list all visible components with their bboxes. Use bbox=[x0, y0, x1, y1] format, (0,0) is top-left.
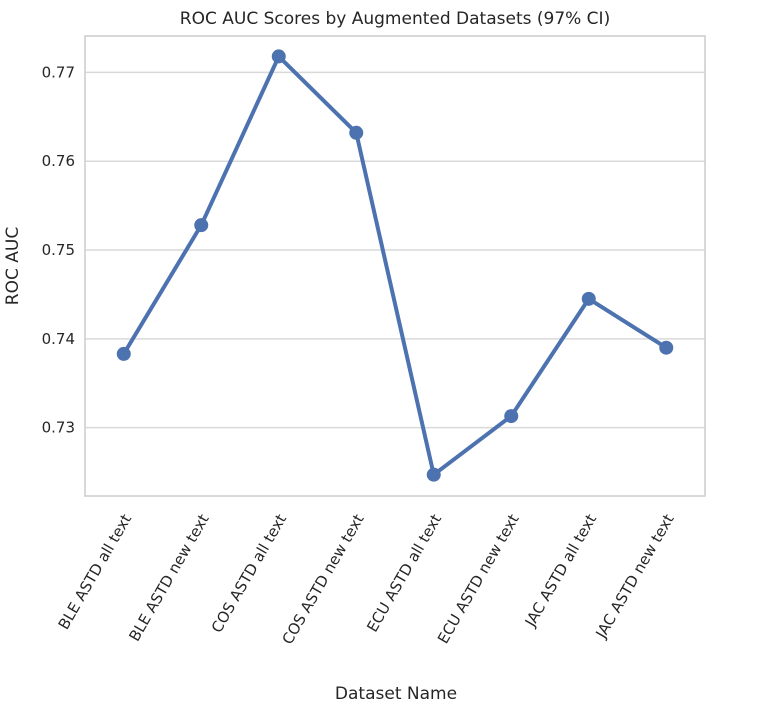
data-point bbox=[194, 218, 209, 233]
chart-title: ROC AUC Scores by Augmented Datasets (97… bbox=[180, 9, 610, 29]
x-tick-label: ECU ASTD new text bbox=[434, 511, 523, 647]
y-tick-label: 0.73 bbox=[42, 419, 75, 437]
series-line bbox=[121, 54, 669, 477]
x-tick-label: COS ASTD new text bbox=[279, 511, 368, 648]
x-tick-label: JAC ASTD all text bbox=[521, 511, 600, 631]
y-tick-label: 0.74 bbox=[42, 330, 75, 348]
x-tick-label: COS ASTD all text bbox=[208, 511, 291, 636]
x-tick-label: JAC ASTD new text bbox=[592, 511, 678, 642]
data-point bbox=[504, 409, 519, 424]
series-line-group bbox=[116, 49, 674, 482]
y-tick-label: 0.76 bbox=[42, 152, 75, 170]
y-tick-label: 0.77 bbox=[42, 63, 75, 81]
data-point bbox=[271, 49, 286, 64]
data-point bbox=[659, 340, 674, 355]
grid-lines bbox=[85, 71, 705, 429]
x-tick-label: BLE ASTD all text bbox=[55, 511, 136, 633]
x-tick-label: BLE ASTD new text bbox=[125, 511, 212, 644]
x-tick-label: ECU ASTD all text bbox=[363, 511, 445, 635]
y-tick-label: 0.75 bbox=[42, 241, 75, 259]
data-point bbox=[426, 467, 441, 482]
data-point bbox=[581, 291, 596, 306]
data-point bbox=[349, 125, 364, 140]
x-axis-label: Dataset Name bbox=[335, 684, 457, 704]
plot-area-frame bbox=[84, 35, 706, 497]
y-tick-labels: 0.73 0.74 0.75 0.76 0.77 bbox=[42, 63, 75, 436]
data-point bbox=[116, 346, 131, 361]
y-axis-label: ROC AUC bbox=[3, 227, 23, 305]
